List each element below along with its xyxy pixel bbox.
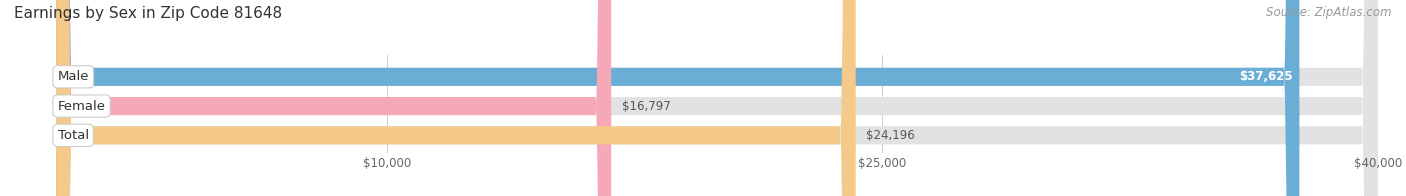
Text: $24,196: $24,196: [866, 129, 915, 142]
FancyBboxPatch shape: [56, 0, 1299, 196]
Text: Male: Male: [58, 70, 89, 83]
FancyBboxPatch shape: [56, 0, 612, 196]
Text: $37,625: $37,625: [1239, 70, 1292, 83]
Text: Earnings by Sex in Zip Code 81648: Earnings by Sex in Zip Code 81648: [14, 6, 283, 21]
Text: $16,797: $16,797: [621, 100, 671, 113]
Text: Female: Female: [58, 100, 105, 113]
FancyBboxPatch shape: [56, 0, 1378, 196]
Text: Total: Total: [58, 129, 89, 142]
Text: Source: ZipAtlas.com: Source: ZipAtlas.com: [1267, 6, 1392, 19]
FancyBboxPatch shape: [56, 0, 856, 196]
FancyBboxPatch shape: [56, 0, 1378, 196]
FancyBboxPatch shape: [56, 0, 1378, 196]
